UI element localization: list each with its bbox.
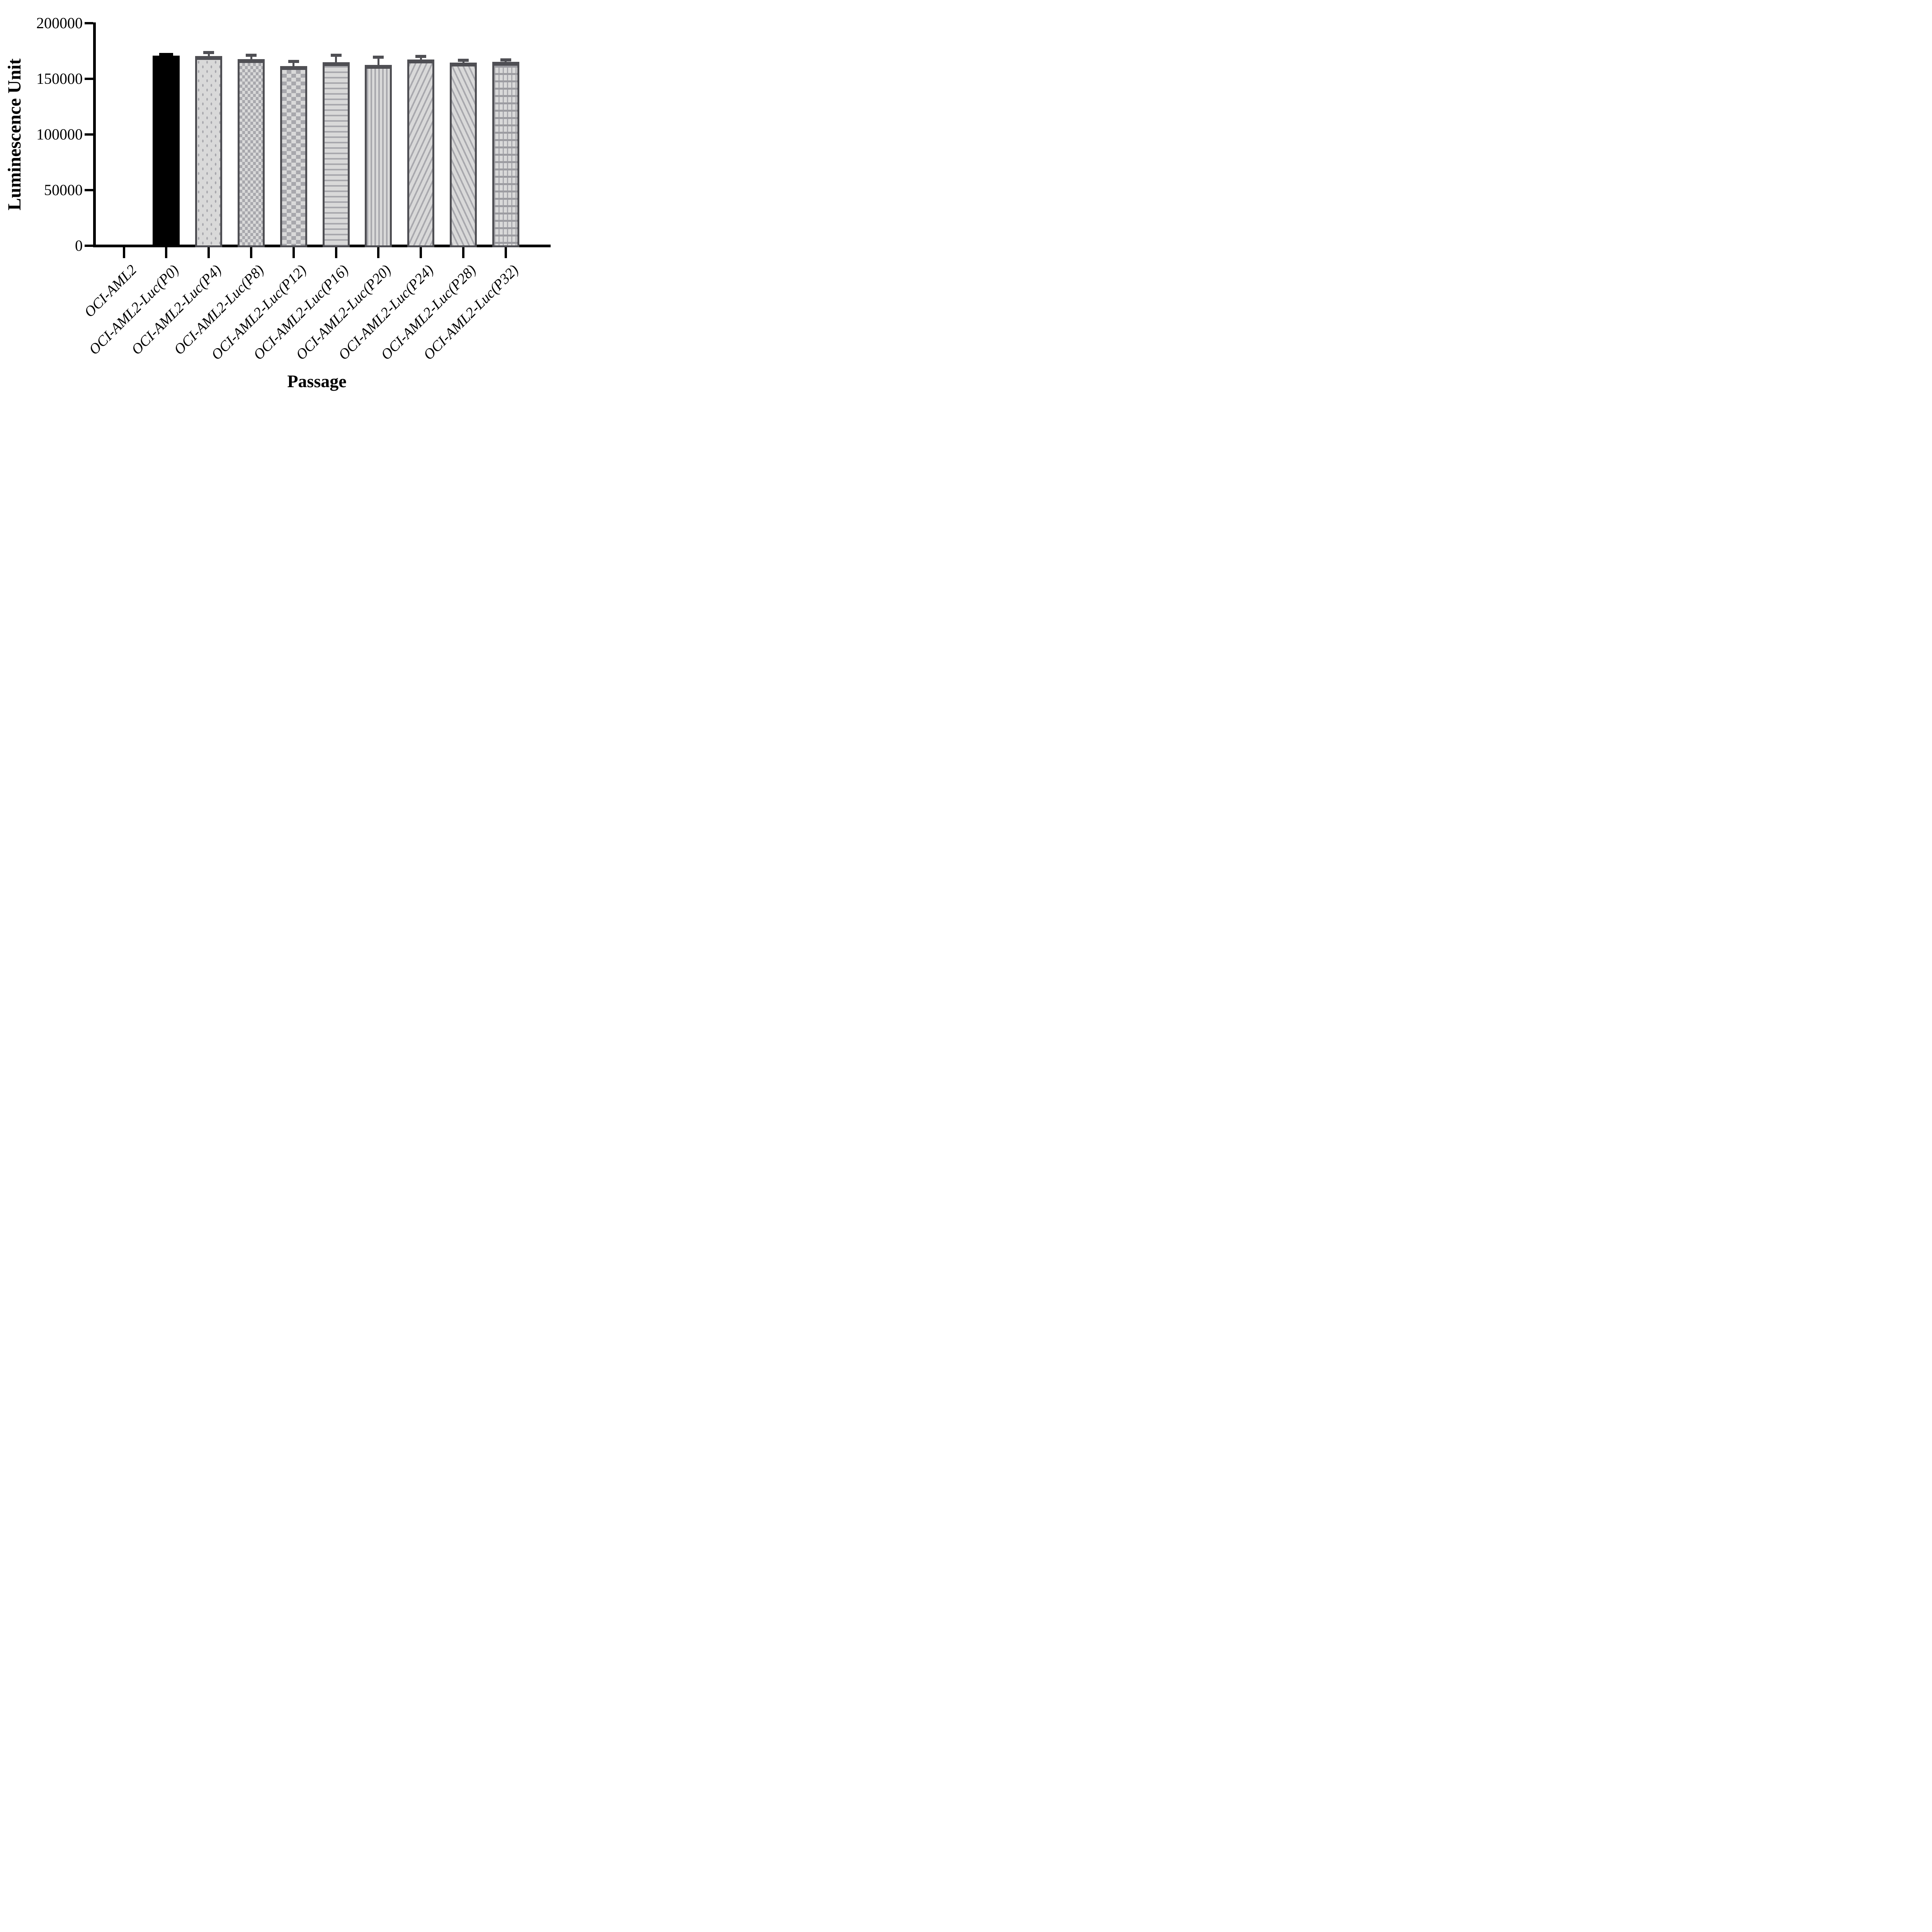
error-bar-stem bbox=[377, 57, 379, 71]
y-tick-label: 0 bbox=[75, 237, 83, 254]
y-tick-label: 100000 bbox=[36, 126, 83, 143]
x-tick-mark bbox=[504, 247, 507, 258]
y-tick-mark bbox=[85, 189, 93, 191]
y-tick-label: 150000 bbox=[36, 70, 83, 87]
y-axis-line bbox=[93, 22, 96, 247]
error-bar-cap bbox=[246, 53, 257, 57]
bar-OCI-AML2-Luc(P8) bbox=[238, 59, 265, 247]
bar-OCI-AML2-Luc(P24) bbox=[407, 60, 435, 247]
y-tick-mark bbox=[85, 22, 93, 24]
error-bar-cap bbox=[330, 53, 342, 57]
bar-OCI-AML2-Luc(P12) bbox=[280, 66, 307, 247]
bar-OCI-AML2-Luc(P4) bbox=[195, 56, 223, 247]
bar-OCI-AML2-Luc(P0) bbox=[153, 55, 180, 247]
y-tick-mark bbox=[85, 245, 93, 247]
error-bar-stem bbox=[335, 55, 337, 68]
error-bar-cap bbox=[415, 55, 427, 58]
x-tick-mark bbox=[420, 247, 422, 258]
error-bar-cap bbox=[203, 51, 214, 54]
x-axis-line bbox=[93, 245, 551, 247]
error-bar-cap bbox=[288, 60, 299, 63]
error-bar-cap bbox=[500, 58, 511, 62]
bar-OCI-AML2-Luc(P32) bbox=[492, 61, 519, 247]
error-bar-cap bbox=[373, 56, 384, 59]
x-tick-mark bbox=[377, 247, 380, 258]
y-tick-mark bbox=[85, 78, 93, 80]
x-tick-mark bbox=[165, 247, 168, 258]
y-tick-label: 50000 bbox=[44, 181, 83, 199]
bar-OCI-AML2-Luc(P16) bbox=[322, 62, 350, 247]
x-tick-mark bbox=[462, 247, 464, 258]
x-tick-mark bbox=[292, 247, 295, 258]
x-tick-mark bbox=[250, 247, 252, 258]
x-tick-mark bbox=[122, 247, 125, 258]
x-tick-mark bbox=[207, 247, 210, 258]
bar-OCI-AML2-Luc(P28) bbox=[450, 62, 477, 247]
error-bar-cap bbox=[159, 53, 173, 56]
y-tick-label: 200000 bbox=[36, 14, 83, 32]
y-tick-mark bbox=[85, 133, 93, 136]
bar-chart-figure: Luminescence Unit 0 50000 100000 150000 2000… bbox=[0, 0, 569, 404]
x-axis-title: Passage bbox=[287, 371, 347, 391]
bar-OCI-AML2-Luc(P20) bbox=[365, 65, 392, 247]
x-tick-mark bbox=[335, 247, 337, 258]
error-bar-cap bbox=[458, 59, 469, 62]
